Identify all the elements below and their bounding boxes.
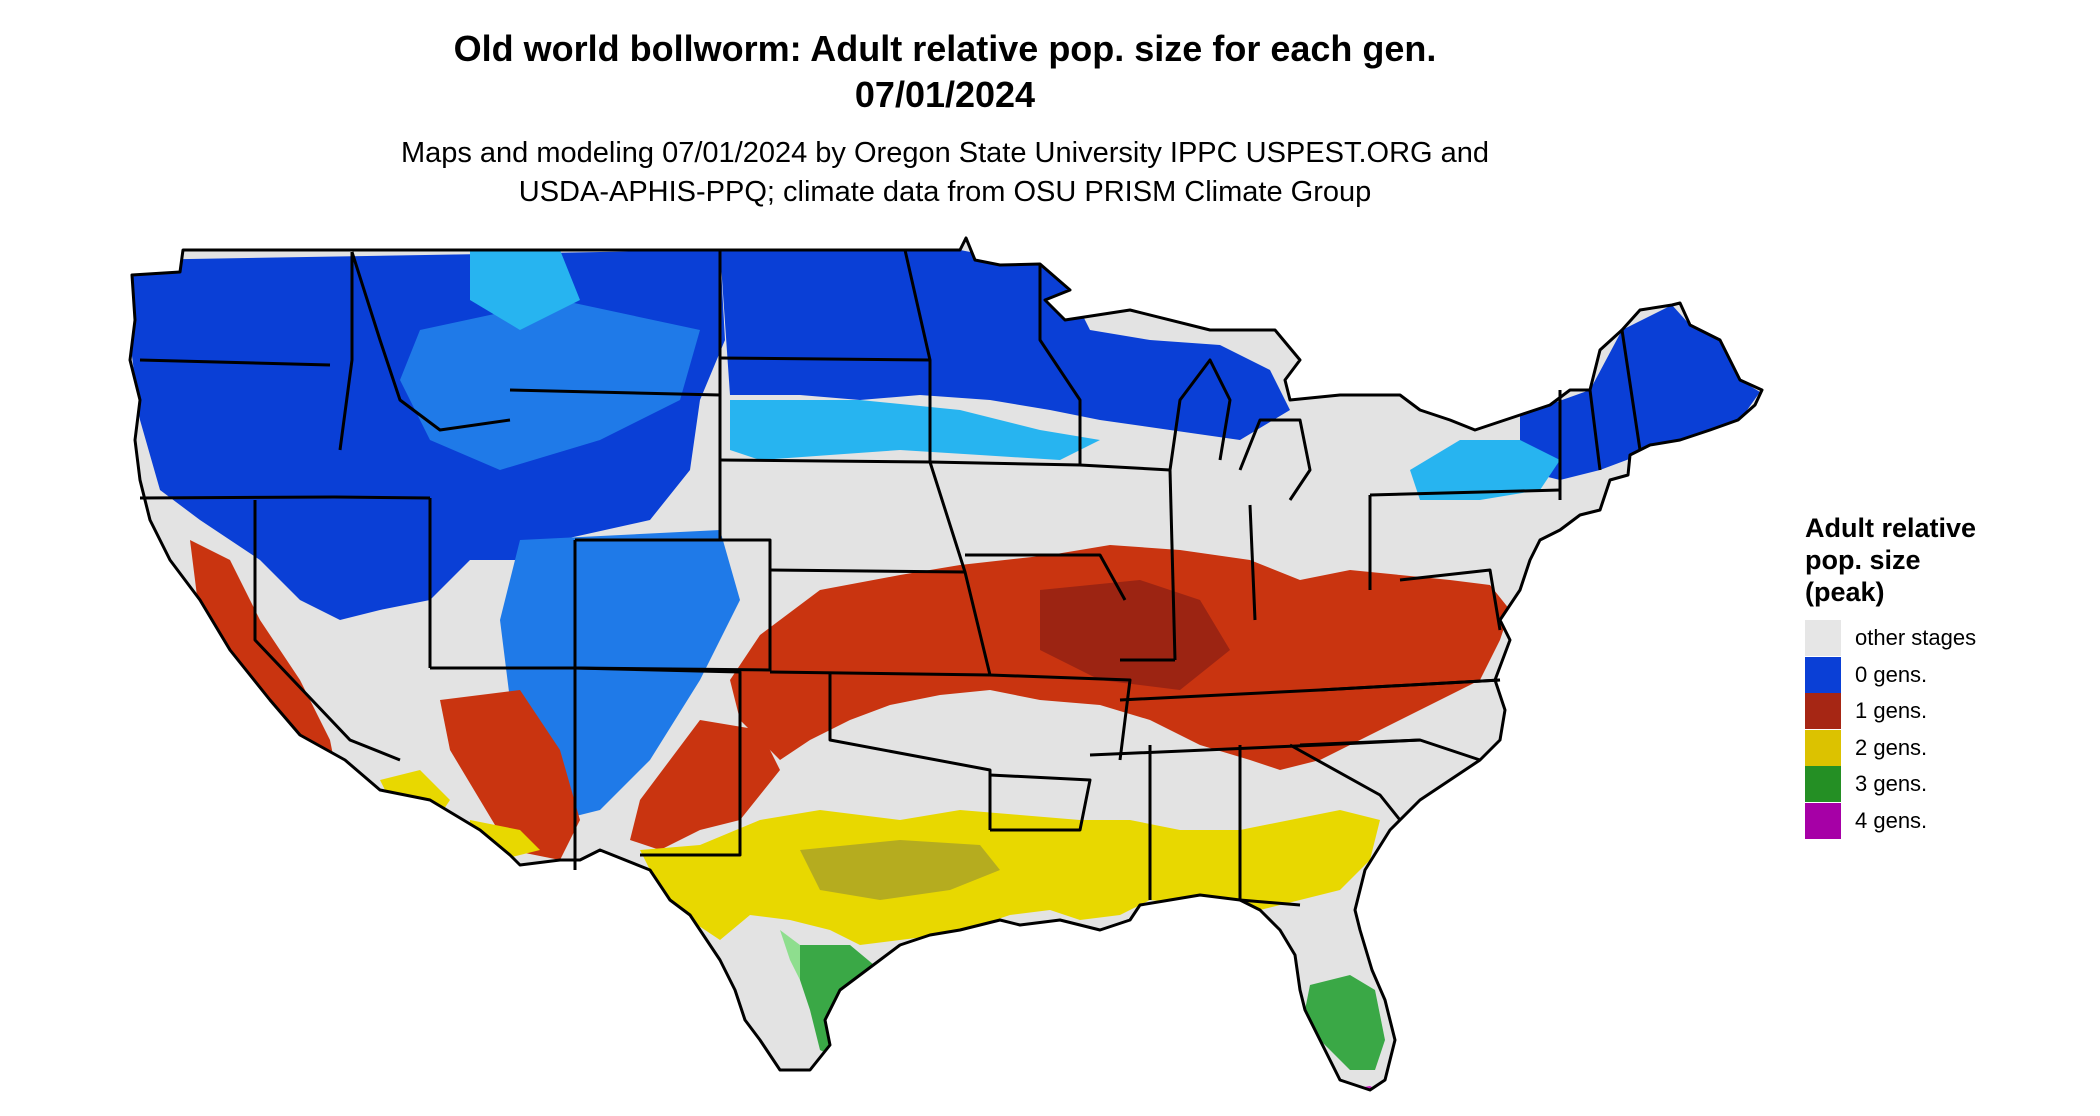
- border-wa-id: [338, 252, 354, 451]
- border-al-ga: [1238, 745, 1301, 907]
- title-block: Old world bollworm: Adult relative pop. …: [330, 26, 1560, 212]
- legend-label: 2 gens.: [1855, 734, 1928, 760]
- border-ga-sc: [1289, 743, 1402, 821]
- zone-1gen-arizona: [440, 690, 580, 860]
- legend-swatch: [1805, 729, 1841, 766]
- border-mn-ia: [929, 460, 1081, 467]
- legend-swatch: [1805, 802, 1841, 839]
- title-line-2: 07/01/2024: [854, 74, 1036, 115]
- legend: Adult relative pop. size (peak) other st…: [1805, 512, 2075, 839]
- zone-0gen-northwest-mid: [400, 300, 700, 470]
- border-mi-lakes: [1168, 358, 1232, 471]
- legend-item-1-gens: 1 gens.: [1805, 693, 2075, 730]
- legend-item-0-gens: 0 gens.: [1805, 656, 2075, 694]
- zone-3gen-florida: [1305, 975, 1385, 1070]
- border-md-wv: [1399, 568, 1502, 631]
- zone-0gen-rockies: [500, 530, 740, 820]
- zone-1gen-california: [190, 540, 340, 790]
- border-mo-ar: [989, 673, 1132, 761]
- border-il-in: [1168, 469, 1177, 661]
- legend-label: 1 gens.: [1855, 698, 1928, 724]
- border-va-nc: [1319, 678, 1501, 692]
- legend-label: 4 gens.: [1855, 807, 1928, 833]
- zone-0gen-north-central-light: [730, 400, 1100, 460]
- legend-item-3-gens: 3 gens.: [1805, 766, 2075, 803]
- legend-title-line-1: Adult relative: [1805, 513, 1977, 543]
- zone-1gen-southwest: [630, 720, 780, 850]
- border-mi-lower: [1238, 418, 1312, 501]
- map-subtitle: Maps and modeling 07/01/2024 by Oregon S…: [330, 134, 1560, 212]
- zone-3gen-texas-light: [780, 930, 800, 980]
- legend-label: 3 gens.: [1855, 771, 1928, 797]
- border-mn-wi: [1038, 265, 1082, 465]
- border-id-mt: [350, 251, 511, 432]
- legend-label: 0 gens.: [1855, 661, 1928, 687]
- legend-title-line-3: (peak): [1805, 577, 1885, 607]
- title-line-1: Old world bollworm: Adult relative pop. …: [453, 28, 1437, 69]
- border-wa-or: [139, 358, 331, 367]
- border-nc-sc: [1299, 738, 1481, 762]
- legend-item-2-gens: 2 gens.: [1805, 729, 2075, 767]
- legend-swatch: [1805, 693, 1841, 730]
- border-wi-il: [1079, 463, 1171, 472]
- border-sd-ne: [719, 458, 931, 464]
- subtitle-line-1: Maps and modeling 07/01/2024 by Oregon S…: [400, 137, 1490, 169]
- legend-label: other stages: [1855, 625, 1977, 651]
- border-in-oh: [1248, 504, 1257, 621]
- border-ok-tx: [828, 672, 992, 830]
- zone-1gen-central-dark: [1040, 580, 1230, 690]
- border-nm-tx: [574, 666, 742, 857]
- border-ar-la: [989, 773, 1092, 832]
- zone-0gen-northeast-light: [1410, 440, 1560, 500]
- border-nv-ut: [334, 495, 431, 500]
- border-ne-ks: [769, 568, 966, 574]
- zone-2gen-south-dark: [800, 840, 1000, 900]
- zone-0gen-north-central: [720, 250, 1290, 440]
- legend-swatch: [1805, 620, 1841, 657]
- border-ks-ok: [769, 670, 991, 677]
- legend-swatch: [1805, 766, 1841, 803]
- border-nh-me: [1620, 329, 1642, 451]
- legend-title-line-2: pop. size: [1805, 545, 1921, 575]
- zone-2gen-south: [640, 810, 1380, 945]
- legend-swatch: [1805, 656, 1841, 693]
- state-borders: [128, 236, 1764, 1092]
- border-vt-nh: [1588, 389, 1602, 471]
- subtitle-line-2: USDA-APHIS-PPQ; climate data from OSU PR…: [518, 176, 1372, 208]
- legend-item-4-gens: 4 gens.: [1805, 802, 2075, 840]
- border-nv-ca: [253, 500, 401, 762]
- zone-0gen-northwest-light: [470, 250, 580, 330]
- border-ne-ia: [928, 461, 992, 676]
- legend-title: Adult relative pop. size (peak): [1805, 512, 2075, 608]
- border-nd-sd: [719, 356, 931, 362]
- map-title: Old world bollworm: Adult relative pop. …: [330, 26, 1560, 118]
- border-pa-ny: [1369, 488, 1561, 497]
- zone-4gen-keys: [1335, 1086, 1385, 1090]
- border-or-ca: [139, 495, 336, 500]
- border-dak-mn: [903, 249, 932, 462]
- legend-item-other-stages: other stages: [1805, 620, 2075, 657]
- border-ia-mo: [965, 553, 1127, 601]
- zone-0gen-northeast: [1520, 305, 1760, 480]
